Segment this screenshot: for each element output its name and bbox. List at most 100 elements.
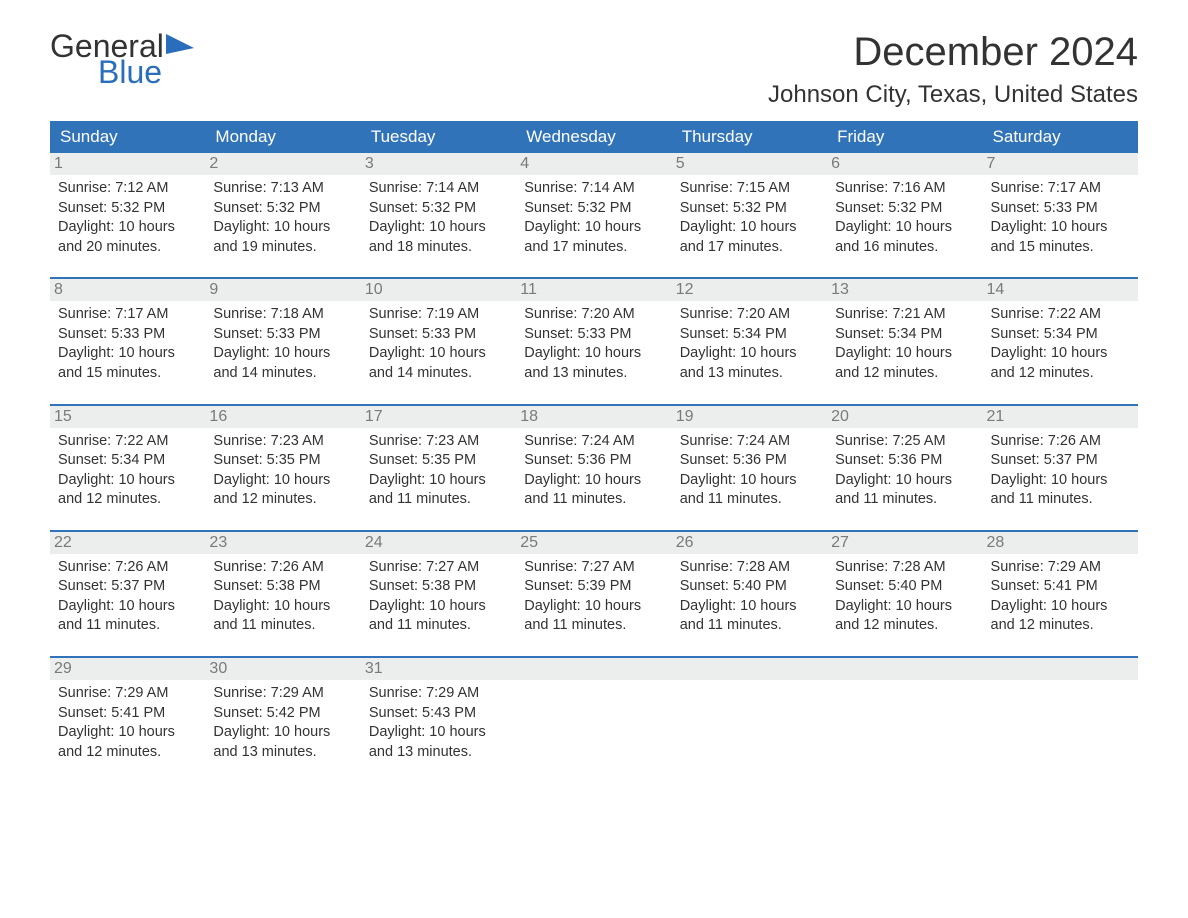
calendar-day: .	[827, 658, 982, 768]
calendar-day: 23 Sunrise: 7:26 AMSunset: 5:38 PMDayligh…	[205, 532, 360, 642]
location-subtitle: Johnson City, Texas, United States	[768, 81, 1138, 109]
calendar-day: 24Sunrise: 7:27 AMSunset: 5:38 PMDayligh…	[361, 532, 516, 642]
day-info: Sunrise: 7:21 AMSunset: 5:34 PMDaylight:…	[833, 305, 976, 383]
day-info: Sunrise: 7:29 AMSunset: 5:43 PMDaylight:…	[367, 684, 510, 762]
day-number: 28	[983, 532, 1138, 554]
day-number: 21	[983, 406, 1138, 428]
calendar-day: 26 Sunrise: 7:28 AMSunset: 5:40 PMDayligh…	[672, 532, 827, 642]
day-info: Sunrise: 7:24 AMSunset: 5:36 PMDaylight:…	[678, 432, 821, 510]
day-number: 15	[50, 406, 205, 428]
day-header: Saturday	[983, 121, 1138, 153]
day-number: .	[672, 658, 827, 680]
calendar-day: 17 Sunrise: 7:23 AMSunset: 5:35 PMDayligh…	[361, 406, 516, 516]
calendar-day: .	[983, 658, 1138, 768]
calendar-week: 8 Sunrise: 7:17 AMSunset: 5:33 PMDaylight…	[50, 277, 1138, 389]
day-info: Sunrise: 7:13 AMSunset: 5:32 PMDaylight:…	[211, 179, 354, 257]
calendar-day: 19 Sunrise: 7:24 AMSunset: 5:36 PMDayligh…	[672, 406, 827, 516]
day-number: 6	[827, 153, 982, 175]
calendar-week: 15 Sunrise: 7:22 AMSunset: 5:34 PMDayligh…	[50, 404, 1138, 516]
calendar-week: 22 Sunrise: 7:26 AMSunset: 5:37 PMDayligh…	[50, 530, 1138, 642]
day-number: 19	[672, 406, 827, 428]
day-header: Monday	[205, 121, 360, 153]
day-info: Sunrise: 7:16 AMSunset: 5:32 PMDaylight:…	[833, 179, 976, 257]
day-number: 1	[50, 153, 205, 175]
day-info: Sunrise: 7:29 AMSunset: 5:41 PMDaylight:…	[989, 558, 1132, 636]
day-number: 24	[361, 532, 516, 554]
calendar-day: 13 Sunrise: 7:21 AMSunset: 5:34 PMDayligh…	[827, 279, 982, 389]
calendar-day: 16 Sunrise: 7:23 AMSunset: 5:35 PMDayligh…	[205, 406, 360, 516]
day-number: 29	[50, 658, 205, 680]
day-number: 13	[827, 279, 982, 301]
calendar-day: 27 Sunrise: 7:28 AMSunset: 5:40 PMDayligh…	[827, 532, 982, 642]
day-info: Sunrise: 7:27 AMSunset: 5:39 PMDaylight:…	[522, 558, 665, 636]
day-number: 27	[827, 532, 982, 554]
calendar-day: 9 Sunrise: 7:18 AMSunset: 5:33 PMDaylight…	[205, 279, 360, 389]
flag-icon	[166, 34, 194, 58]
day-number: 20	[827, 406, 982, 428]
calendar-day: .	[516, 658, 671, 768]
day-info: Sunrise: 7:23 AMSunset: 5:35 PMDaylight:…	[211, 432, 354, 510]
day-info: Sunrise: 7:14 AMSunset: 5:32 PMDaylight:…	[522, 179, 665, 257]
calendar-day: 5 Sunrise: 7:15 AMSunset: 5:32 PMDaylight…	[672, 153, 827, 263]
day-number: 25	[516, 532, 671, 554]
day-info: Sunrise: 7:15 AMSunset: 5:32 PMDaylight:…	[678, 179, 821, 257]
day-number: 4	[516, 153, 671, 175]
day-number: 30	[205, 658, 360, 680]
day-info: Sunrise: 7:17 AMSunset: 5:33 PMDaylight:…	[989, 179, 1132, 257]
day-info: Sunrise: 7:26 AMSunset: 5:38 PMDaylight:…	[211, 558, 354, 636]
day-number: 14	[983, 279, 1138, 301]
calendar-day: 14Sunrise: 7:22 AMSunset: 5:34 PMDayligh…	[983, 279, 1138, 389]
day-number: 8	[50, 279, 205, 301]
day-info: Sunrise: 7:12 AMSunset: 5:32 PMDaylight:…	[56, 179, 199, 257]
title-block: December 2024 Johnson City, Texas, Unite…	[768, 30, 1138, 109]
day-info: Sunrise: 7:23 AMSunset: 5:35 PMDaylight:…	[367, 432, 510, 510]
day-info: Sunrise: 7:26 AMSunset: 5:37 PMDaylight:…	[56, 558, 199, 636]
day-info: Sunrise: 7:17 AMSunset: 5:33 PMDaylight:…	[56, 305, 199, 383]
calendar-day: 11Sunrise: 7:20 AMSunset: 5:33 PMDayligh…	[516, 279, 671, 389]
day-info: Sunrise: 7:26 AMSunset: 5:37 PMDaylight:…	[989, 432, 1132, 510]
calendar-day: 29Sunrise: 7:29 AMSunset: 5:41 PMDayligh…	[50, 658, 205, 768]
day-number: .	[983, 658, 1138, 680]
day-number: 17	[361, 406, 516, 428]
day-number: 9	[205, 279, 360, 301]
day-number: .	[827, 658, 982, 680]
calendar-day: 25 Sunrise: 7:27 AMSunset: 5:39 PMDayligh…	[516, 532, 671, 642]
day-number: 23	[205, 532, 360, 554]
calendar-day: 30Sunrise: 7:29 AMSunset: 5:42 PMDayligh…	[205, 658, 360, 768]
calendar-day: .	[672, 658, 827, 768]
day-header: Wednesday	[516, 121, 671, 153]
calendar-day: 6 Sunrise: 7:16 AMSunset: 5:32 PMDaylight…	[827, 153, 982, 263]
day-number: 5	[672, 153, 827, 175]
calendar-day: 8 Sunrise: 7:17 AMSunset: 5:33 PMDaylight…	[50, 279, 205, 389]
day-info: Sunrise: 7:28 AMSunset: 5:40 PMDaylight:…	[678, 558, 821, 636]
day-number: 12	[672, 279, 827, 301]
day-number: 22	[50, 532, 205, 554]
day-number: 3	[361, 153, 516, 175]
day-headers-row: SundayMondayTuesdayWednesdayThursdayFrid…	[50, 121, 1138, 153]
calendar: SundayMondayTuesdayWednesdayThursdayFrid…	[50, 121, 1138, 768]
calendar-day: 10Sunrise: 7:19 AMSunset: 5:33 PMDayligh…	[361, 279, 516, 389]
day-number: 2	[205, 153, 360, 175]
calendar-day: 21 Sunrise: 7:26 AMSunset: 5:37 PMDayligh…	[983, 406, 1138, 516]
page-header: General Blue December 2024 Johnson City,…	[50, 30, 1138, 109]
calendar-day: 18Sunrise: 7:24 AMSunset: 5:36 PMDayligh…	[516, 406, 671, 516]
day-info: Sunrise: 7:19 AMSunset: 5:33 PMDaylight:…	[367, 305, 510, 383]
day-info: Sunrise: 7:20 AMSunset: 5:34 PMDaylight:…	[678, 305, 821, 383]
day-info: Sunrise: 7:18 AMSunset: 5:33 PMDaylight:…	[211, 305, 354, 383]
logo: General Blue	[50, 30, 194, 88]
calendar-day: 15 Sunrise: 7:22 AMSunset: 5:34 PMDayligh…	[50, 406, 205, 516]
day-info: Sunrise: 7:28 AMSunset: 5:40 PMDaylight:…	[833, 558, 976, 636]
day-number: 7	[983, 153, 1138, 175]
day-info: Sunrise: 7:25 AMSunset: 5:36 PMDaylight:…	[833, 432, 976, 510]
calendar-day: 28 Sunrise: 7:29 AMSunset: 5:41 PMDayligh…	[983, 532, 1138, 642]
day-info: Sunrise: 7:24 AMSunset: 5:36 PMDaylight:…	[522, 432, 665, 510]
day-info: Sunrise: 7:20 AMSunset: 5:33 PMDaylight:…	[522, 305, 665, 383]
day-header: Thursday	[672, 121, 827, 153]
calendar-day: 22 Sunrise: 7:26 AMSunset: 5:37 PMDayligh…	[50, 532, 205, 642]
day-header: Tuesday	[361, 121, 516, 153]
day-number: 16	[205, 406, 360, 428]
day-info: Sunrise: 7:22 AMSunset: 5:34 PMDaylight:…	[56, 432, 199, 510]
day-header: Friday	[827, 121, 982, 153]
day-number: 26	[672, 532, 827, 554]
calendar-day: 7 Sunrise: 7:17 AMSunset: 5:33 PMDaylight…	[983, 153, 1138, 263]
